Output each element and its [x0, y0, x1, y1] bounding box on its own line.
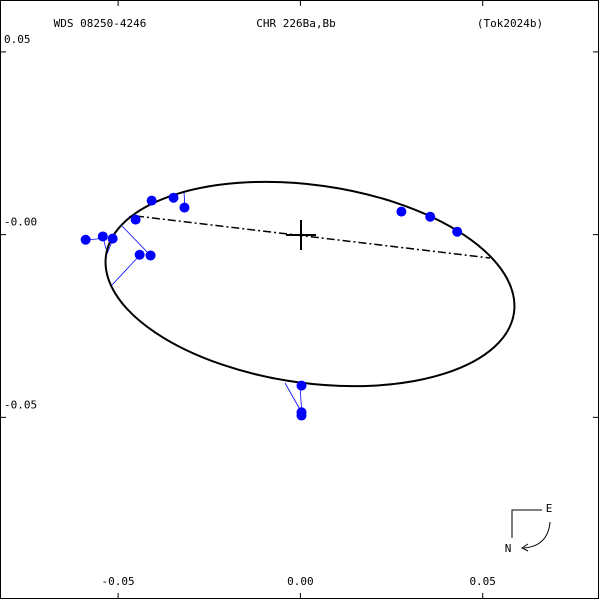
y-tick-label: -0.05 — [4, 398, 37, 411]
header-right: (Tok2024b) — [477, 17, 543, 30]
point — [179, 202, 190, 213]
point — [130, 214, 141, 225]
header-center: CHR 226Ba,Bb — [256, 17, 335, 30]
y-tick-label: 0.05 — [4, 33, 31, 46]
point — [396, 206, 407, 217]
point — [97, 231, 108, 242]
orbit — [104, 180, 516, 388]
point — [452, 226, 463, 237]
point — [80, 234, 91, 245]
point — [296, 380, 307, 391]
header-left: WDS 08250-4246 — [54, 17, 147, 30]
y-tick-label: -0.00 — [4, 216, 37, 229]
point — [145, 250, 156, 261]
residual-lines — [85, 191, 303, 417]
compass — [511, 509, 551, 552]
line-of-nodes — [135, 215, 491, 259]
point — [296, 410, 307, 421]
point — [168, 192, 179, 203]
point — [107, 233, 118, 244]
compass-north: N — [505, 542, 512, 555]
primary-cross — [286, 220, 316, 250]
x-tick-label: 0.05 — [469, 575, 496, 588]
point — [146, 195, 157, 206]
compass-east: E — [546, 502, 553, 515]
x-tick-label: -0.05 — [102, 575, 135, 588]
x-tick-label: 0.00 — [287, 575, 314, 588]
point — [425, 211, 436, 222]
point — [134, 249, 145, 260]
